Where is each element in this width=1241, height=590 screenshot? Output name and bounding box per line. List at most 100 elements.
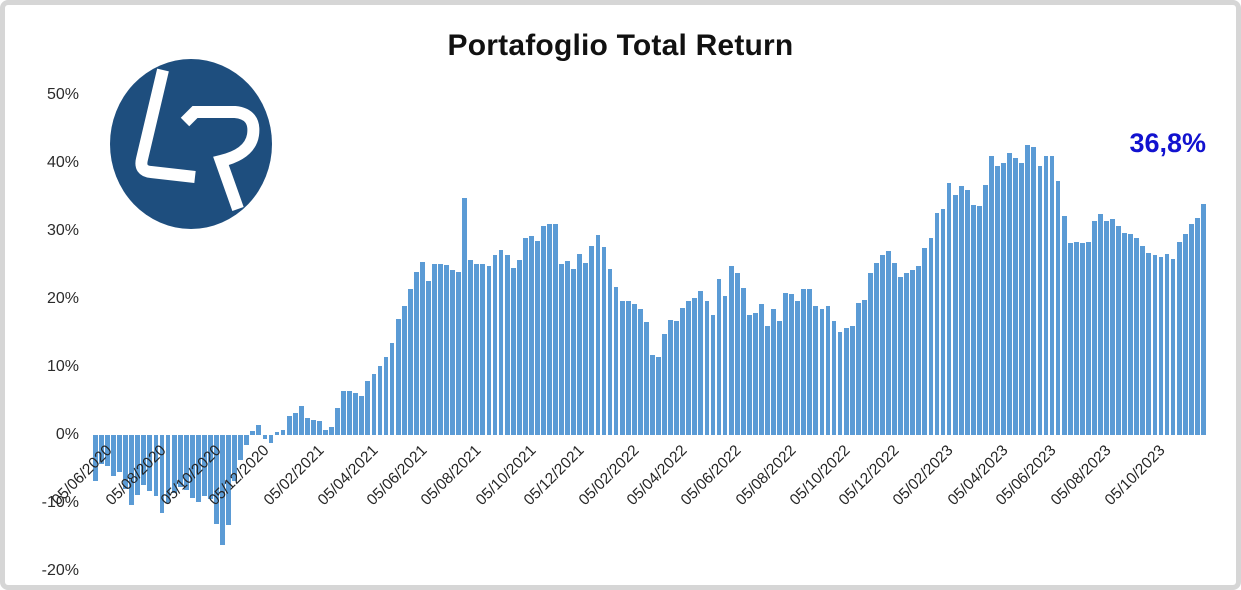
bar	[395, 319, 401, 435]
bar	[1007, 153, 1013, 435]
bar	[147, 435, 153, 491]
bar	[135, 435, 141, 495]
bar	[129, 435, 135, 506]
bar	[1110, 219, 1115, 435]
bar	[419, 261, 425, 435]
bar	[619, 301, 625, 435]
y-axis-tick-label: 40%	[46, 154, 79, 171]
bar	[849, 326, 855, 435]
bar	[795, 301, 801, 435]
bar	[874, 262, 879, 435]
bar	[1104, 221, 1109, 435]
letter-l-icon	[135, 68, 196, 183]
bar	[183, 435, 189, 491]
bar	[867, 273, 873, 435]
bar	[1194, 218, 1200, 435]
bar	[426, 281, 431, 435]
bar	[976, 205, 982, 435]
bar	[1122, 233, 1128, 435]
bar	[123, 435, 129, 489]
bar	[904, 273, 910, 435]
bar	[995, 165, 1000, 435]
y-axis-tick-label: -20%	[41, 562, 79, 579]
bar	[111, 435, 116, 476]
bar	[692, 297, 698, 435]
bar	[928, 237, 934, 435]
bar	[643, 322, 649, 435]
bar	[601, 247, 607, 435]
bar	[1140, 245, 1146, 435]
bar	[1091, 221, 1097, 435]
bar	[861, 299, 867, 435]
bar	[274, 432, 280, 435]
bar	[141, 435, 147, 486]
bar	[940, 208, 946, 435]
bar	[704, 301, 710, 435]
bar	[631, 303, 637, 435]
bar	[480, 264, 486, 435]
bar	[970, 205, 976, 435]
bar	[892, 262, 897, 435]
bar	[244, 435, 250, 446]
bar	[571, 269, 577, 435]
bar	[365, 380, 371, 435]
bar	[226, 435, 231, 526]
bar	[1098, 214, 1103, 435]
bar	[1176, 241, 1182, 435]
bar	[1085, 241, 1091, 435]
bar	[347, 391, 353, 435]
bar	[292, 412, 298, 435]
bar	[819, 309, 825, 435]
bar	[516, 260, 522, 435]
bar	[910, 269, 916, 435]
bar	[722, 296, 728, 435]
bar	[1025, 144, 1031, 435]
bar	[534, 241, 540, 435]
bar	[789, 293, 795, 435]
bar	[746, 314, 752, 435]
bar	[462, 197, 468, 435]
bar	[886, 251, 891, 435]
y-axis-tick-label: -10%	[41, 494, 79, 511]
bar	[777, 320, 782, 435]
bar	[1055, 181, 1061, 435]
bar	[341, 391, 347, 435]
bar	[765, 326, 770, 435]
bar	[752, 312, 758, 435]
bar	[656, 357, 661, 435]
bar	[468, 259, 474, 435]
bar	[946, 183, 952, 435]
bar	[1182, 234, 1188, 435]
bar	[298, 406, 304, 435]
bar	[783, 292, 788, 435]
bar	[389, 343, 395, 435]
bar	[1037, 166, 1043, 435]
bar	[201, 435, 207, 496]
bar	[195, 435, 201, 502]
lr-logo	[110, 59, 272, 229]
bar	[958, 186, 964, 435]
y-axis-tick-label: 10%	[46, 358, 79, 375]
bar	[438, 264, 443, 435]
bar	[171, 435, 177, 493]
bar	[813, 306, 819, 435]
bar	[99, 435, 104, 465]
bar	[1128, 234, 1134, 435]
bar	[983, 184, 988, 435]
bar	[589, 245, 595, 435]
bar	[952, 194, 958, 435]
bar	[1164, 254, 1170, 435]
bar	[1031, 146, 1037, 435]
bar	[117, 435, 123, 473]
bar	[825, 306, 831, 435]
bar	[855, 303, 861, 435]
bar	[686, 301, 692, 435]
bar	[807, 289, 813, 435]
bar	[474, 263, 480, 435]
bar	[565, 260, 571, 435]
bar	[159, 435, 165, 514]
bar	[1001, 163, 1006, 435]
bar	[922, 248, 928, 435]
y-axis-tick-label: 30%	[46, 222, 79, 239]
bar	[898, 276, 904, 435]
